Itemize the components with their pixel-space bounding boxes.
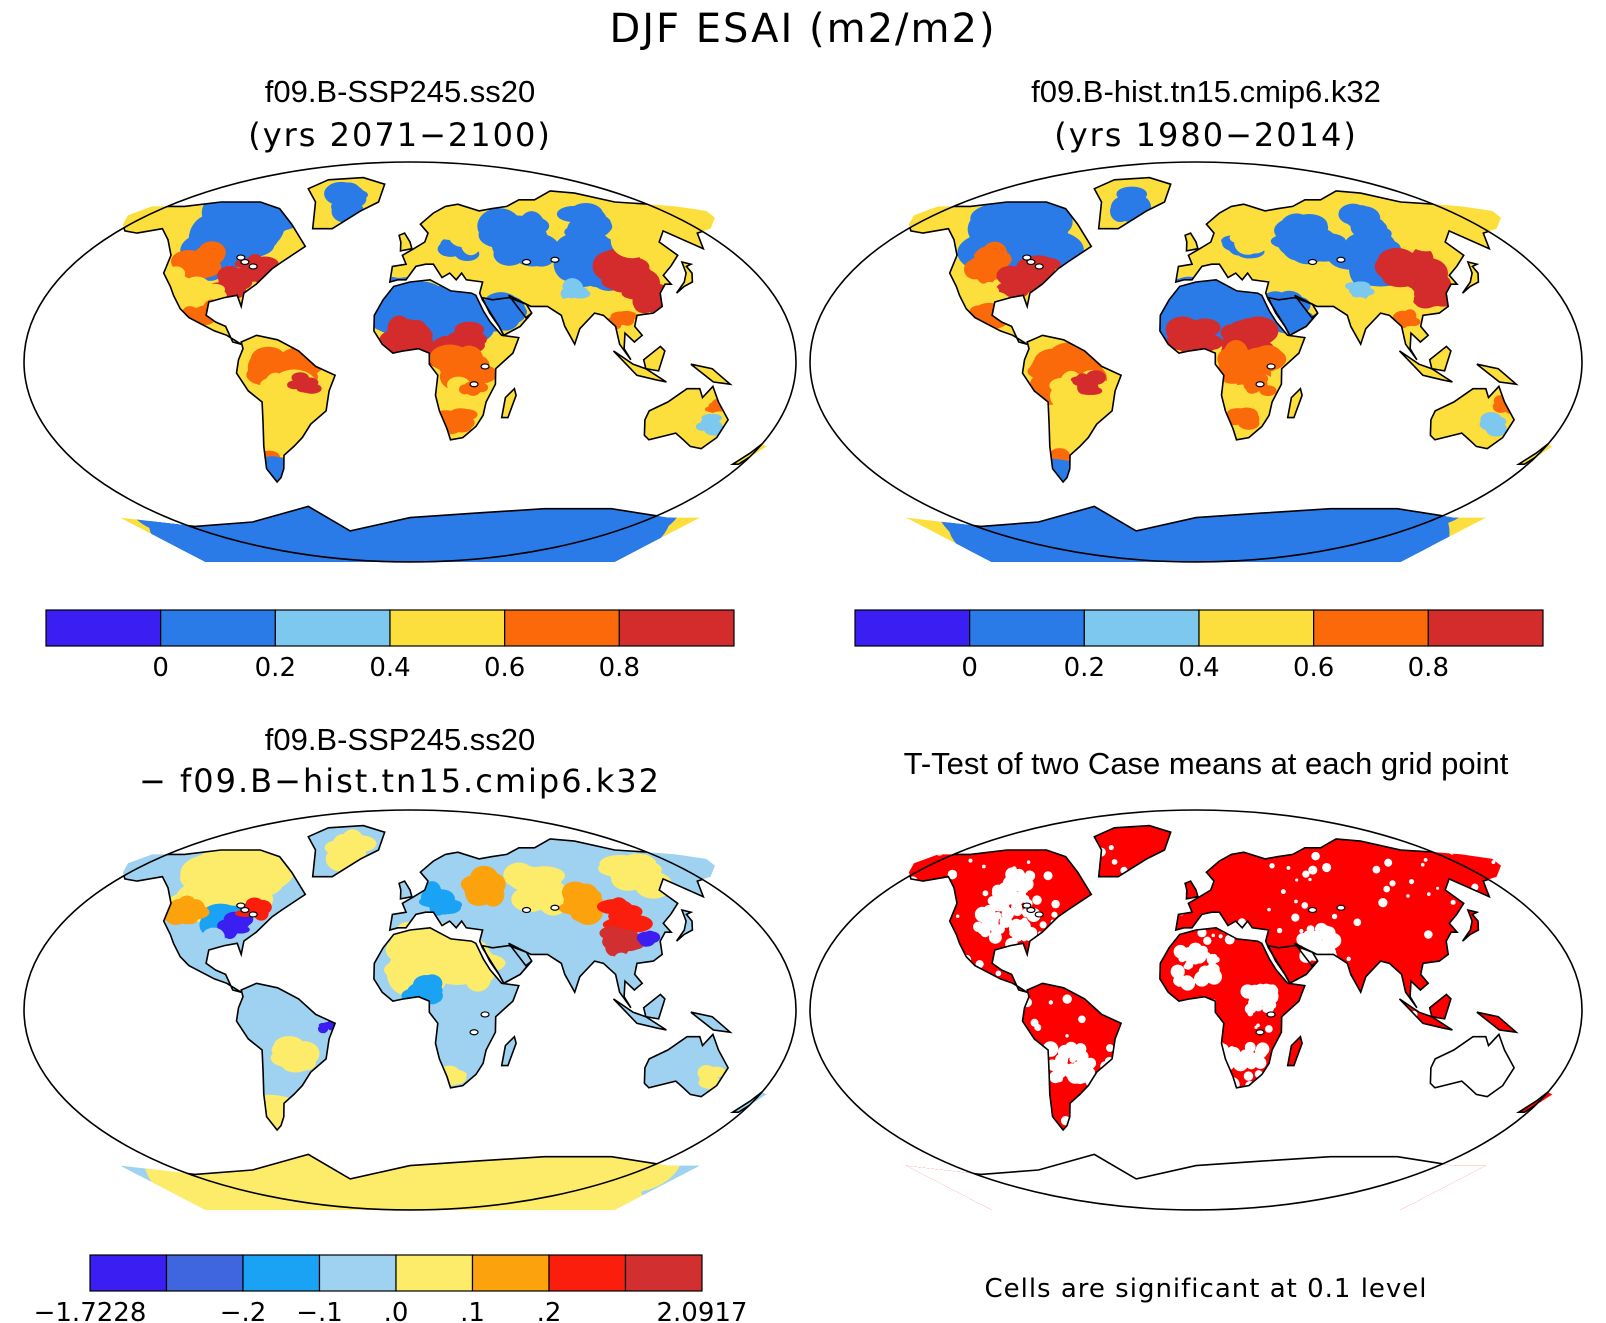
colorbar-swatch	[1313, 609, 1429, 647]
panel-subtitle-top-left: (yrs 2071−2100)	[248, 116, 552, 154]
colorbar-swatch	[548, 1254, 627, 1292]
colorbar-swatch	[242, 1254, 321, 1292]
colorbar-swatch	[395, 1254, 474, 1292]
colorbar-swatch	[160, 609, 276, 647]
colorbar-tick-label: 0.8	[599, 653, 640, 683]
colorbar-tick-label: 0.8	[1408, 653, 1449, 683]
colorbar-tick-label: 0	[961, 653, 978, 683]
colorbar-tick-label: 0.2	[1064, 653, 1105, 683]
colorbar-top-left: 0 0.2 0.4 0.6 0.8	[45, 609, 735, 683]
map-bottom-left	[23, 809, 797, 1211]
colorbar-swatch	[1083, 609, 1200, 647]
figure-title: DJF ESAI (m2/m2)	[609, 6, 997, 52]
panel-subtitle-bottom-left: − f09.B−hist.tn15.cmip6.k32	[139, 762, 661, 800]
colorbar-swatch	[1198, 609, 1315, 647]
colorbar-tick-label: 0.4	[1178, 653, 1219, 683]
colorbar-swatch	[389, 609, 506, 647]
map-top-right	[809, 161, 1583, 563]
colorbar-swatch	[274, 609, 391, 647]
colorbar-swatch	[618, 609, 735, 647]
colorbar-tick-label: .0	[384, 1298, 409, 1323]
colorbar-swatch	[45, 609, 162, 647]
colorbar-tick-label: −.1	[296, 1298, 343, 1323]
colorbar-tick-label: .1	[460, 1298, 485, 1323]
colorbar-tick-label: 2.0917	[657, 1298, 748, 1323]
panel-subtitle-top-right: (yrs 1980−2014)	[1054, 116, 1358, 154]
colorbar-top-right: 0 0.2 0.4 0.6 0.8	[854, 609, 1544, 683]
panel-title-top-left: f09.B-SSP245.ss20	[264, 74, 536, 109]
colorbar-swatch	[89, 1254, 168, 1292]
map-top-left	[23, 161, 797, 563]
colorbar-tick-label: 0.6	[484, 653, 525, 683]
colorbar-tick-label: 0.4	[369, 653, 410, 683]
colorbar-swatch	[624, 1254, 703, 1292]
colorbar-tick-label: 0	[152, 653, 169, 683]
colorbar-tick-label: .2	[537, 1298, 562, 1323]
panel-title-bottom-right: T-Test of two Case means at each grid po…	[903, 746, 1509, 781]
colorbar-swatch	[854, 609, 971, 647]
panel-title-bottom-left: f09.B-SSP245.ss20	[264, 722, 536, 757]
colorbar-swatch	[318, 1254, 397, 1292]
map-bottom-right	[809, 809, 1583, 1211]
significance-note: Cells are significant at 0.1 level	[984, 1274, 1428, 1304]
colorbar-bottom-left: −1.7228 −.2 −.1 .0 .1 .2 2.0917	[34, 1254, 748, 1323]
colorbar-tick-label: 0.6	[1293, 653, 1334, 683]
colorbar-swatch	[471, 1254, 550, 1292]
colorbar-tick-label: 0.2	[255, 653, 296, 683]
panel-title-top-right: f09.B-hist.tn15.cmip6.k32	[1031, 74, 1381, 109]
colorbar-tick-label: −1.7228	[34, 1298, 147, 1323]
colorbar-tick-label: −.2	[220, 1298, 267, 1323]
colorbar-swatch	[969, 609, 1085, 647]
colorbar-swatch	[1427, 609, 1544, 647]
colorbar-swatch	[165, 1254, 244, 1292]
colorbar-swatch	[504, 609, 620, 647]
